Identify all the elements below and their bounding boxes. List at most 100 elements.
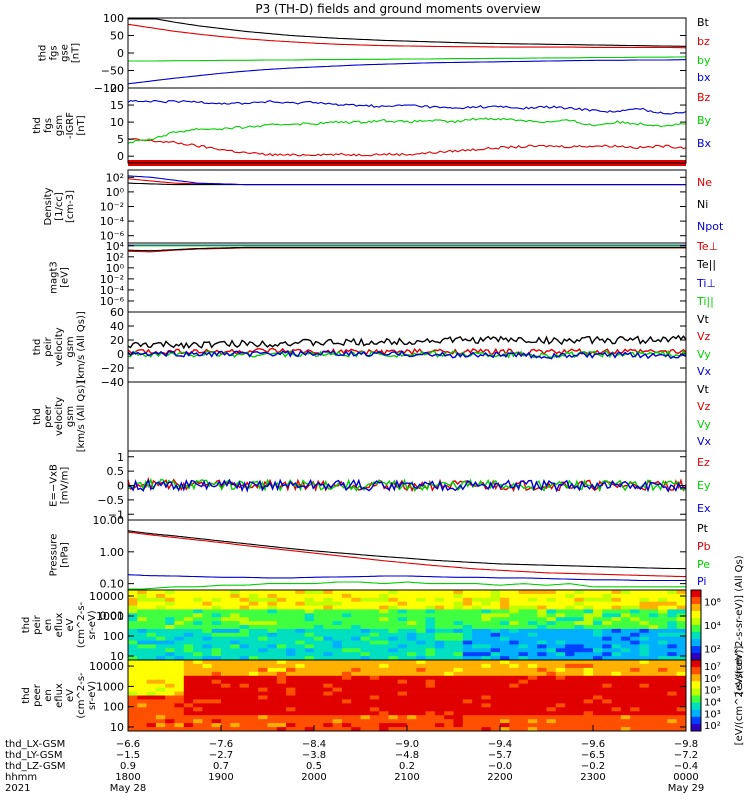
heatmap-cell [630,691,640,696]
colorbar-segment [691,723,701,728]
heatmap-cell [546,675,557,681]
heatmap-cell [658,625,668,630]
heatmap-cell [416,648,426,653]
heatmap-cell [388,640,399,645]
heatmap-cell [481,652,492,657]
heatmap-cell [630,675,640,681]
heatmap-cell [155,699,166,704]
heatmap-cell [500,640,510,645]
heatmap-cell [155,652,166,657]
heatmap-cell [239,671,250,677]
heatmap-cell [472,715,482,720]
heatmap-cell [211,636,222,641]
heatmap-cell [146,621,157,626]
heatmap-cell [593,656,603,661]
heatmap-cell [574,699,585,704]
heatmap-cell [565,695,575,700]
heatmap-cell [537,644,547,649]
heatmap-cell [639,636,650,641]
heatmap-cell [183,628,194,634]
heatmap-cell [137,613,147,618]
heatmap-cell [407,663,417,669]
heatmap-cell [630,652,640,657]
heatmap-cell [462,609,473,614]
heatmap-cell [490,656,501,661]
heatmap-cell [146,707,157,712]
heatmap-cell [574,719,585,724]
heatmap-cell [602,679,612,684]
heatmap-cell [407,613,417,618]
heatmap-cell [379,597,389,603]
heatmap-cell [304,632,315,638]
x-row-value: −5.7 [488,750,512,761]
heatmap-cell [667,625,678,630]
heatmap-cell [174,636,185,641]
heatmap-cell [527,687,538,692]
heatmap-cell [583,699,594,704]
heatmap-cell [583,625,594,630]
heatmap-cell [658,679,668,684]
heatmap-cell [583,590,594,595]
heatmap-cell [341,671,352,677]
heatmap-cell [518,663,529,669]
heatmap-cell [351,671,361,677]
heatmap-cell [379,660,389,665]
heatmap-cell [518,613,529,618]
heatmap-cell [500,621,510,626]
heatmap-cell [416,727,426,732]
heatmap-cell [193,601,203,606]
heatmap-cell [286,715,296,720]
heatmap-cell [583,711,594,716]
heatmap-cell [341,715,352,720]
colorbar-label: [eV/(cm^2-s-sr-eV)] (All Qs) [734,555,745,694]
heatmap-cell [593,675,603,681]
heatmap-cell [658,621,668,626]
heatmap-cell [453,683,464,688]
heatmap-cell [211,617,222,622]
heatmap-cell [537,652,547,657]
heatmap-cell [295,621,306,626]
heatmap-cell [286,640,296,645]
heatmap-cell [565,687,575,692]
heatmap-cell [202,593,213,599]
heatmap-cell [137,675,147,681]
heatmap-cell [565,663,575,669]
heatmap-cell [602,695,612,700]
heatmap-cell [137,628,147,634]
heatmap-cell [286,652,296,657]
heatmap-cell [667,617,678,622]
y-axis-label-line: eV [65,689,76,702]
heatmap-cell [602,699,612,704]
heatmap-cell [583,609,594,614]
heatmap-cell [258,590,268,595]
heatmap-cell [165,644,175,649]
heatmap-cell [602,727,612,732]
heatmap-cell [202,719,213,724]
heatmap-cell [360,625,371,630]
heatmap-cell [444,675,454,681]
colorbar-segment [691,720,701,725]
heatmap-cell [193,667,203,673]
heatmap-cell [472,656,482,661]
heatmap-cell [639,699,650,704]
heatmap-cell [221,632,231,638]
heatmap-cell [620,648,631,653]
heatmap-cell [574,644,585,649]
heatmap-cell [276,671,287,677]
heatmap-cell [611,625,622,630]
heatmap-cell [555,621,566,626]
heatmap-cell [267,644,278,649]
heatmap-cell [537,723,547,728]
x-row-value: −3.8 [302,750,326,761]
heatmap-cell [602,597,612,603]
y-axis-label-line: [km/s (All Qs)] [76,311,87,383]
heatmap-cell [407,601,417,606]
heatmap-cell [527,593,538,599]
heatmap-cell [276,605,287,610]
heatmap-cell [267,703,278,708]
series-line [128,247,686,253]
heatmap-cell [304,640,315,645]
heatmap-cell [314,617,324,622]
heatmap-cell [472,675,482,681]
heatmap-cell [286,723,296,728]
